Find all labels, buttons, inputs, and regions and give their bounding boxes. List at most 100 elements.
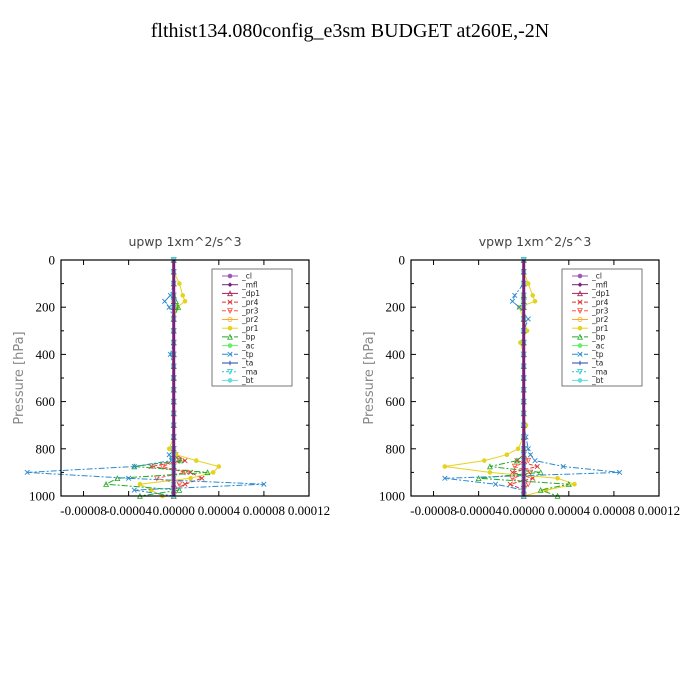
legend-label: _ma [241, 367, 258, 376]
legend-item: _cl [572, 272, 602, 281]
series-line [104, 260, 208, 497]
data-point [177, 457, 184, 464]
legend-item: _bp [572, 333, 606, 342]
y-tick-label: 400 [36, 347, 56, 362]
chart-panel-1: upwp 1xm^2/s^3 Pressure [hPa] 0 200 400 600 80… [12, 234, 330, 518]
data-point [188, 476, 193, 481]
data-point [518, 340, 523, 345]
data-point [131, 487, 137, 493]
x-tick-label: 0.00004 [198, 503, 241, 518]
data-point [509, 298, 516, 304]
legend-label: _pr4 [241, 298, 259, 307]
data-point [511, 463, 518, 470]
legend-item: _cl [222, 272, 252, 281]
legend-marker [577, 325, 583, 331]
y-axis-label: Pressure [hPa] [12, 331, 27, 424]
data-point [176, 481, 183, 488]
legend-marker [227, 290, 233, 297]
x-tick-label: 0.00008 [593, 503, 635, 518]
legend-marker [227, 368, 233, 375]
legend-item: _bt [572, 376, 604, 385]
data-point [616, 469, 623, 476]
x-tick-label: 0.00004 [548, 503, 591, 518]
data-point [532, 299, 538, 304]
legend-marker [227, 273, 233, 279]
series-line [444, 260, 577, 497]
legend-label: _pr3 [591, 307, 609, 316]
legend-item: _tp [222, 350, 254, 359]
data-point [534, 463, 540, 470]
data-point [162, 298, 168, 304]
legend-item: _pr2 [222, 315, 259, 324]
data-point [204, 469, 211, 476]
data-point [514, 457, 520, 464]
legend-item: _pr3 [572, 307, 609, 316]
x-tick-label: 0.00000 [503, 503, 545, 518]
y-tick-label: 0 [49, 253, 56, 268]
data-point [486, 463, 493, 470]
data-point [525, 316, 531, 322]
legend-item: _dp1 [572, 289, 610, 298]
data-point [524, 328, 530, 334]
legend-marker [577, 273, 583, 279]
y-tick-label: 600 [36, 394, 56, 409]
legend-marker [227, 333, 233, 340]
data-point [530, 293, 536, 298]
legend-label: _mfl [241, 280, 258, 289]
y-tick-label: 200 [386, 300, 406, 315]
legend-marker [577, 333, 583, 340]
data-point [442, 475, 448, 481]
data-point [525, 457, 532, 464]
x-tick-label: -0.00004 [455, 503, 502, 518]
data-point [159, 463, 166, 470]
legend-marker [227, 360, 233, 366]
x-tick-label: 0.00000 [153, 503, 195, 518]
legend-item: _pr4 [222, 298, 259, 307]
data-point [492, 481, 499, 487]
y-tick-label: 400 [386, 347, 406, 362]
legend-item: _tp [572, 350, 604, 359]
legend-item: _pr1 [222, 324, 259, 333]
legend-label: _pr4 [591, 298, 609, 307]
legend: _cl_mfl_dp1_pr4_pr3_pr2_pr1_bp_ac_tp_ta_… [211, 268, 293, 387]
y-tick-label: 800 [386, 441, 406, 456]
legend-label: _cl [241, 272, 252, 281]
data-point [182, 457, 188, 464]
data-point [177, 281, 182, 286]
legend-item: _ac [572, 341, 604, 350]
panel-title: upwp 1xm^2/s^3 [128, 234, 241, 249]
legend-item: _pr2 [572, 315, 609, 324]
x-tick-label: 0.00012 [638, 503, 680, 518]
legend-item: _bp [222, 333, 256, 342]
page-title: flthist134.080config_e3sm BUDGET at260E,… [150, 20, 550, 42]
legend-item: _ma [572, 367, 608, 376]
legend-marker [577, 290, 583, 297]
data-point [199, 475, 205, 481]
panel-title: vpwp 1xm^2/s^3 [479, 234, 592, 249]
legend-label: _mfl [591, 280, 608, 289]
data-point [216, 464, 222, 469]
data-point [525, 281, 531, 286]
y-tick-label: 600 [386, 394, 406, 409]
legend-label: _tp [241, 350, 254, 359]
legend-label: _ma [591, 367, 608, 376]
legend-label: _pr3 [241, 307, 259, 316]
data-point [555, 476, 560, 481]
legend-marker [227, 378, 233, 383]
legend-marker [577, 343, 583, 348]
data-point [475, 475, 482, 482]
data-point [516, 304, 522, 310]
data-point [166, 304, 172, 310]
legend-label: _ac [591, 341, 604, 350]
legend-marker [227, 325, 233, 331]
x-tick-label: -0.00008 [60, 503, 107, 518]
legend-marker [577, 351, 583, 357]
data-point [487, 470, 493, 475]
data-point [572, 481, 577, 487]
data-point [527, 452, 534, 458]
legend-label: _bp [241, 333, 256, 342]
y-tick-label: 800 [36, 441, 56, 456]
legend-marker [227, 351, 233, 357]
legend-label: _bt [591, 376, 604, 385]
